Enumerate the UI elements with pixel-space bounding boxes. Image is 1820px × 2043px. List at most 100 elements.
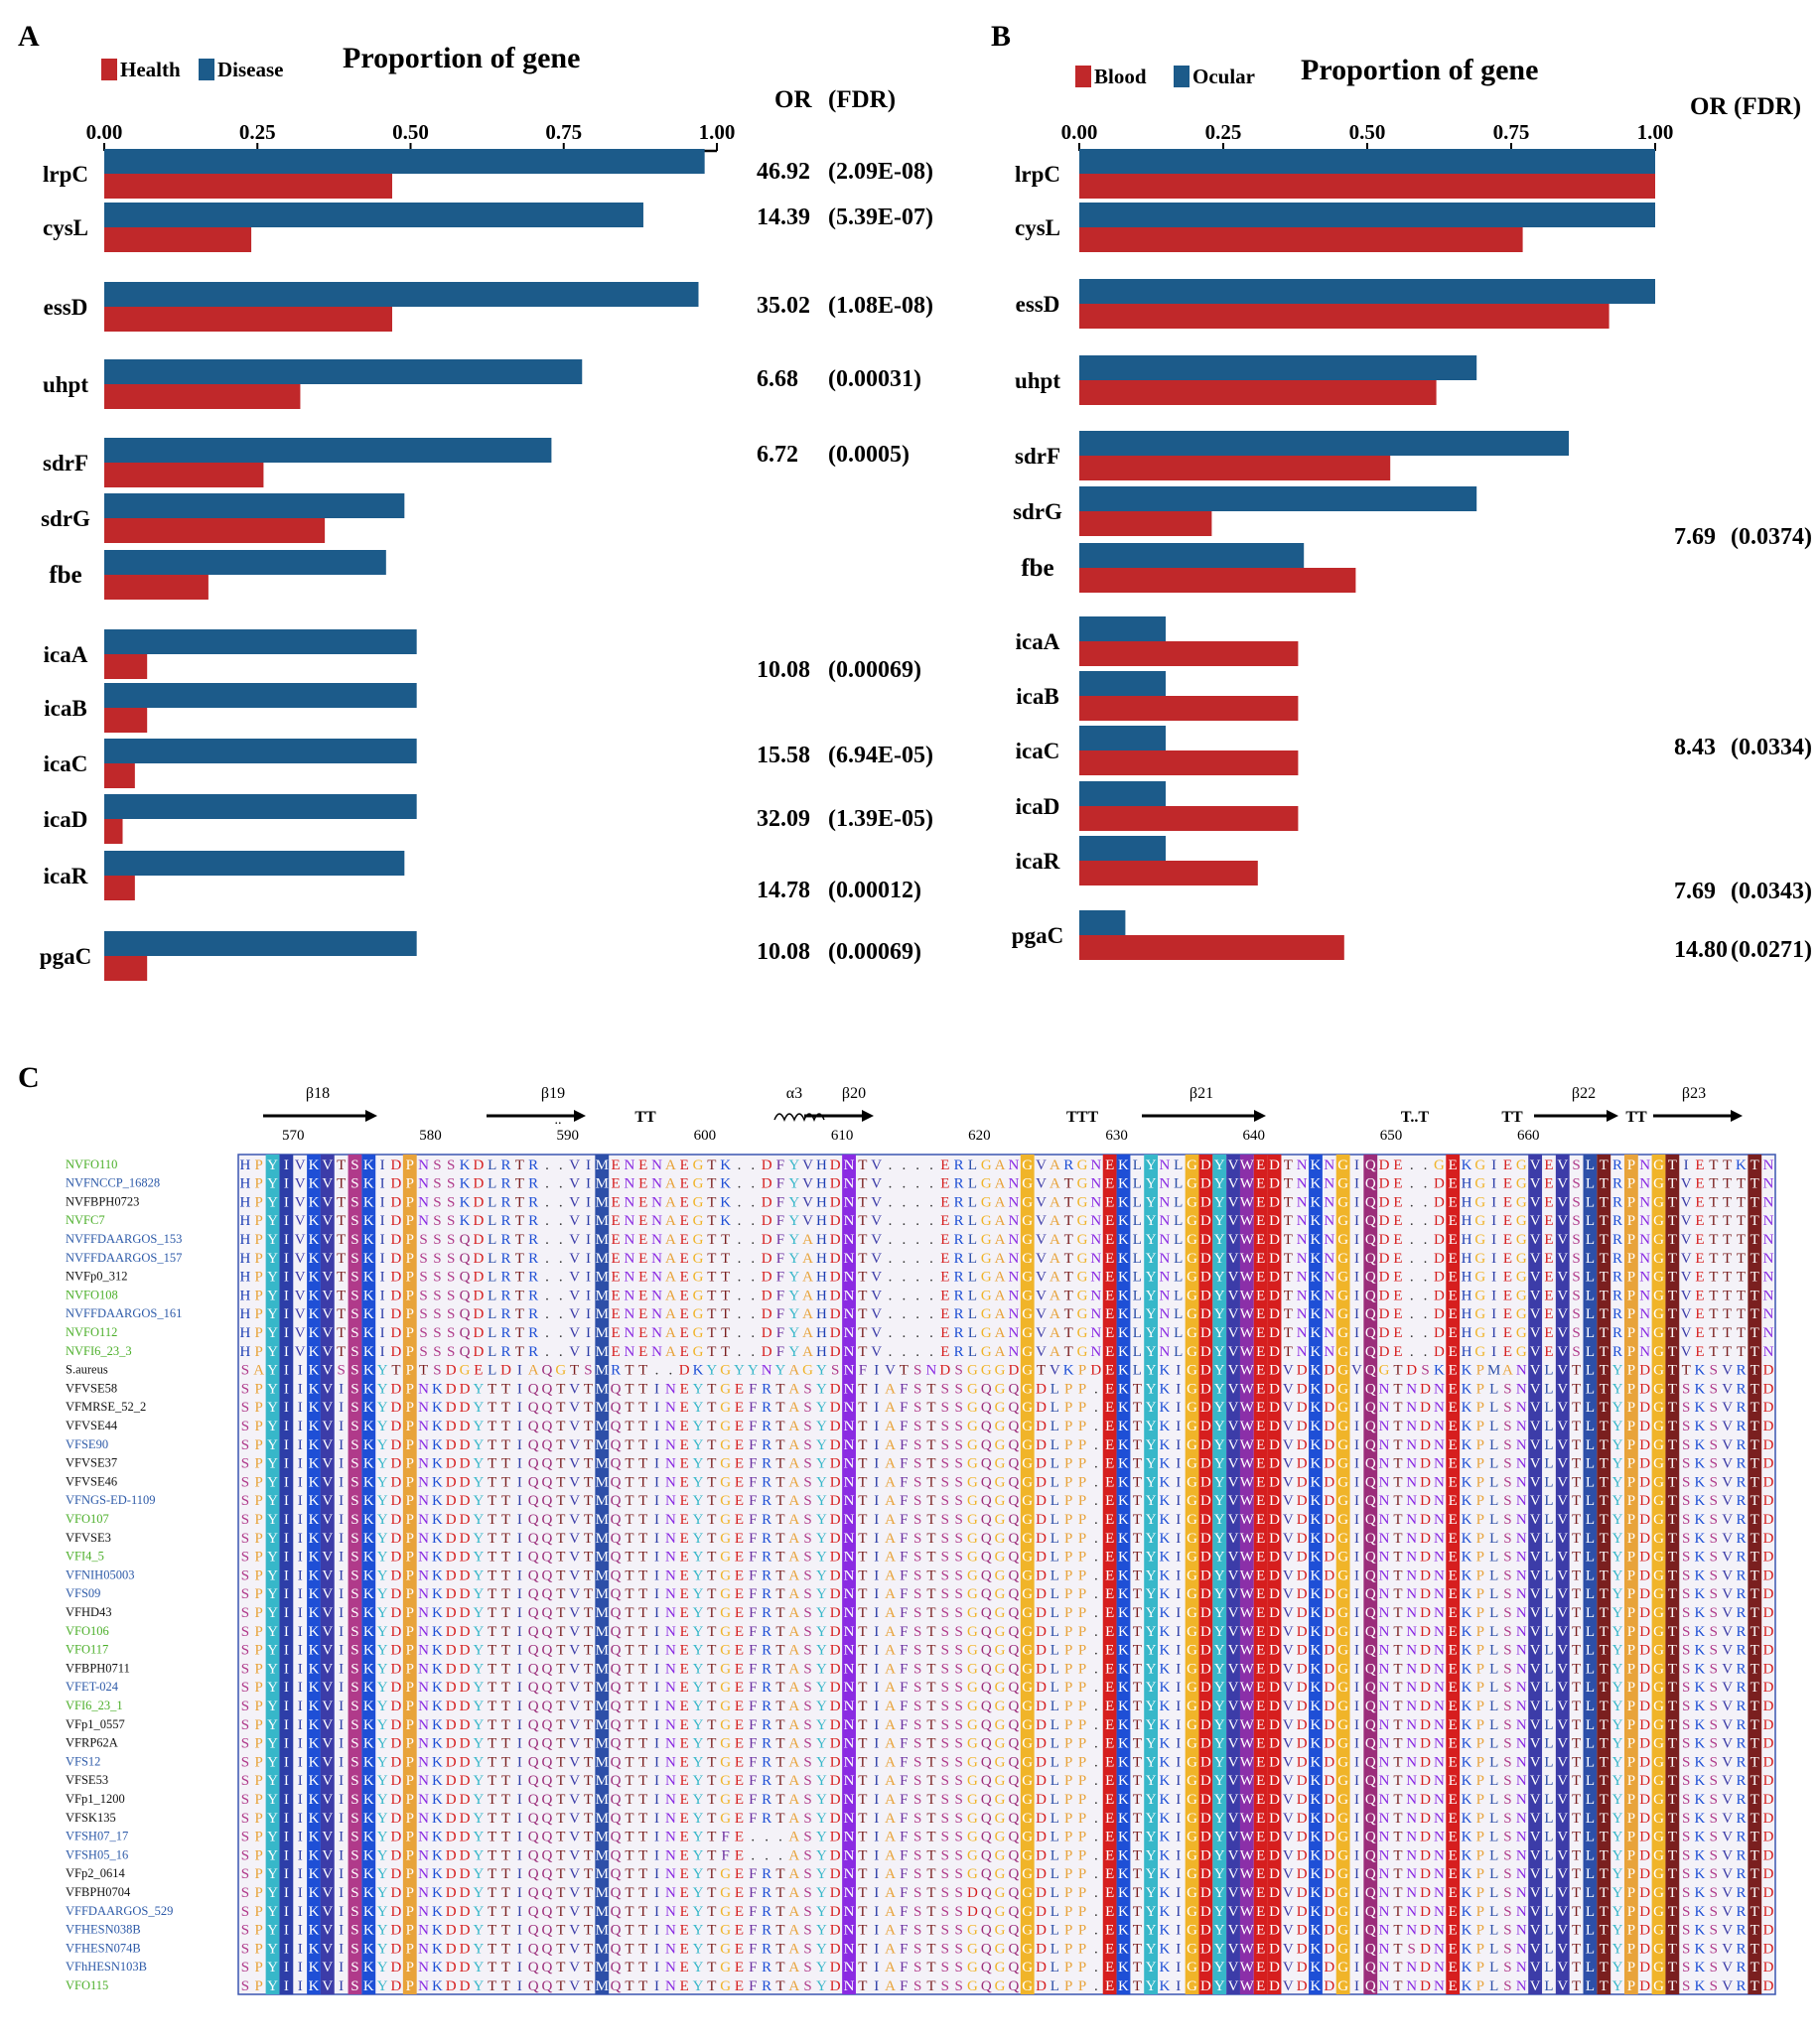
fdr-value: (0.00069)	[828, 657, 921, 683]
category-label: lrpC	[43, 162, 88, 187]
sequence-name: VFO115	[66, 1978, 108, 1992]
bar-health	[104, 307, 392, 332]
structure-label: β18	[306, 1085, 330, 1102]
ruler-tick: 640	[1243, 1128, 1266, 1144]
legend-swatch	[199, 59, 214, 80]
structure-label: β22	[1572, 1085, 1596, 1102]
fdr-value: (0.00031)	[828, 366, 921, 392]
fdr-value: (6.94E-05)	[828, 743, 933, 768]
sequence-name: VFHD43	[66, 1605, 112, 1619]
bar-disease	[104, 359, 583, 384]
fdr-value: (5.39E-07)	[828, 204, 933, 230]
ruler-tick: 580	[419, 1128, 442, 1144]
x-tick-label: 0.50	[392, 120, 429, 144]
x-tick-label: 1.00	[699, 120, 736, 144]
bar-health	[104, 174, 392, 199]
bar-disease	[104, 931, 417, 956]
structure-label: β21	[1190, 1085, 1213, 1102]
category-label: cysL	[43, 215, 88, 240]
sequence-name: VFO107	[66, 1512, 109, 1526]
sequence-name: VFBPH0711	[66, 1661, 130, 1675]
bar-health	[104, 518, 326, 543]
or-value: 35.02	[757, 293, 810, 319]
bar-disease	[104, 438, 552, 463]
sequence-name: NVFFDAARGOS_157	[66, 1251, 182, 1265]
ruler-tick: 650	[1380, 1128, 1403, 1144]
bar-health	[104, 575, 209, 600]
bar-disease	[104, 282, 699, 307]
beta-strand-head	[574, 1110, 586, 1122]
category-label: essD	[44, 295, 88, 320]
bar-disease	[104, 149, 705, 174]
legend-label: Health	[120, 58, 181, 81]
structure-label: TT	[1501, 1109, 1523, 1126]
chart-title: Proportion of gene	[343, 42, 580, 74]
sequence-name: VFS12	[66, 1754, 100, 1768]
sequence-name: NVFO108	[66, 1288, 118, 1301]
ruler-tick: 570	[282, 1128, 305, 1144]
structure-label: TTT	[1066, 1109, 1098, 1126]
beta-strand-head	[1731, 1110, 1743, 1122]
ruler-tick: 590	[556, 1128, 579, 1144]
structure-label: T..T	[1401, 1109, 1429, 1126]
beta-strand-head	[365, 1110, 377, 1122]
bar-disease	[104, 683, 417, 708]
sequence-name: VFNIH05003	[66, 1567, 134, 1581]
bar-disease	[104, 203, 643, 227]
category-label: uhpt	[43, 372, 88, 397]
sequence-name: VFRP62A	[66, 1736, 118, 1750]
bar-disease	[104, 493, 405, 518]
sequence-name: VFp2_0614	[66, 1866, 125, 1880]
category-label: icaD	[44, 807, 88, 832]
fdr-value: (1.08E-08)	[828, 293, 933, 319]
sequence-name: VFO106	[66, 1624, 109, 1638]
sequence-name: VFhHESN103B	[66, 1960, 147, 1974]
sequence-name: NVFBPH0723	[66, 1194, 139, 1208]
bar-disease	[104, 629, 417, 654]
category-label: icaA	[44, 642, 88, 667]
legend-swatch	[101, 59, 117, 80]
sequence-name: VFVSE3	[66, 1531, 111, 1545]
sequence-name: VFI6_23_1	[66, 1699, 123, 1712]
sequence-name: VFS09	[66, 1586, 100, 1600]
structure-label: β19	[541, 1085, 565, 1102]
category-label: icaR	[44, 864, 88, 888]
sequence-name: VFSK135	[66, 1811, 116, 1825]
ruler-tick: 610	[831, 1128, 854, 1144]
ruler-tick: 630	[1105, 1128, 1128, 1144]
beta-strand-head	[1607, 1110, 1618, 1122]
bar-health	[104, 876, 135, 900]
sequence-name: VFO117	[66, 1643, 108, 1657]
sequence-name: VFMRSE_52_2	[66, 1400, 146, 1414]
sequence-name: VFI4_5	[66, 1550, 104, 1564]
category-label: sdrG	[41, 506, 90, 531]
or-header: OR	[774, 86, 812, 113]
sequence-name: VFVSE37	[66, 1456, 117, 1470]
structure-label: β20	[842, 1085, 866, 1102]
bar-health	[104, 956, 148, 981]
category-label: pgaC	[40, 944, 91, 969]
bar-health	[104, 654, 148, 679]
bar-disease	[104, 851, 405, 876]
sequence-name: VFSE90	[66, 1437, 108, 1451]
category-label: icaC	[44, 751, 88, 776]
or-value: 14.39	[757, 204, 810, 230]
sequence-name: VFBPH0704	[66, 1885, 131, 1899]
or-value: 46.92	[757, 159, 810, 185]
structure-label: TT	[634, 1109, 656, 1126]
bar-health	[104, 708, 148, 733]
beta-strand-head	[1254, 1110, 1266, 1122]
category-label: fbe	[49, 562, 81, 589]
panel-label: C	[18, 1061, 40, 1094]
panel-label: A	[18, 20, 40, 53]
sequence-name: VFET-024	[66, 1680, 119, 1694]
category-label: icaB	[44, 696, 86, 721]
ruler-tick: 600	[694, 1128, 717, 1144]
x-tick-label: 0.00	[86, 120, 123, 144]
sequence-name: VFp1_0557	[66, 1717, 125, 1731]
or-value: 6.72	[757, 442, 798, 468]
or-value: 15.58	[757, 743, 810, 768]
fdr-value: (2.09E-08)	[828, 159, 933, 185]
bar-disease	[104, 794, 417, 819]
